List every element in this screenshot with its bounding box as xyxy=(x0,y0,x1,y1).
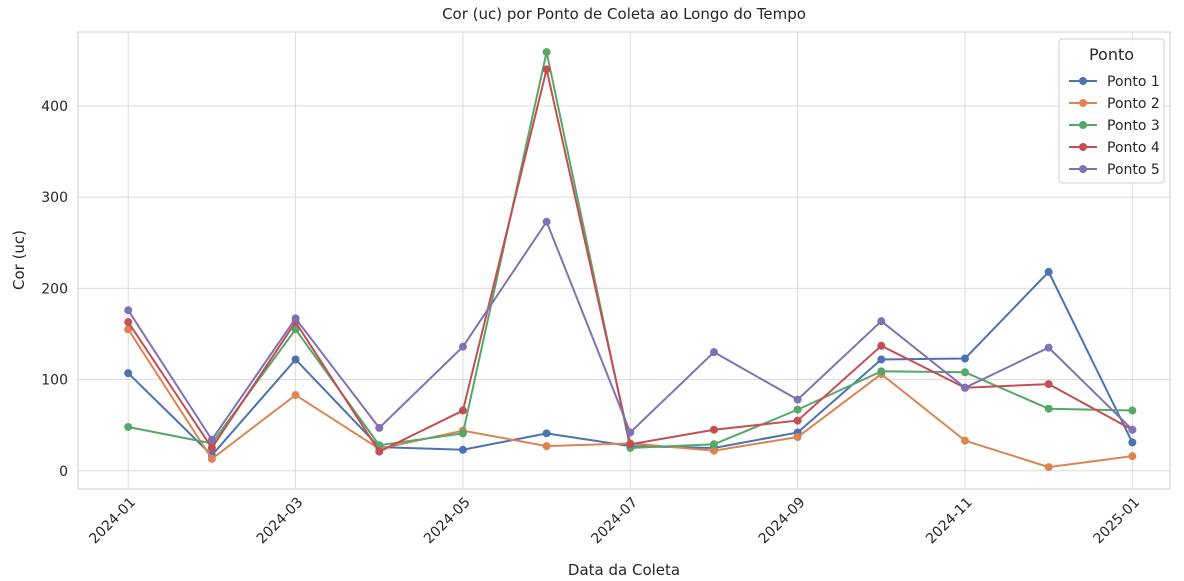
point xyxy=(124,318,133,327)
y-tick-label: 300 xyxy=(41,190,68,206)
point xyxy=(124,369,133,378)
point xyxy=(124,422,133,431)
legend-marker xyxy=(1079,143,1087,151)
point xyxy=(1128,425,1137,434)
legend-marker xyxy=(1079,99,1087,107)
point xyxy=(793,433,802,442)
y-tick-label: 200 xyxy=(41,281,68,297)
point xyxy=(960,354,969,363)
point xyxy=(458,429,467,438)
point xyxy=(1044,267,1053,276)
legend: Ponto Ponto 1 Ponto 2 Ponto 3 Ponto 4 Ponto 5 xyxy=(1058,38,1165,184)
point xyxy=(877,355,886,364)
point xyxy=(1044,380,1053,389)
point xyxy=(542,442,551,451)
x-axis-label: Data da Coleta xyxy=(568,561,680,579)
x-tick-label: 2025-01 xyxy=(1090,495,1143,548)
point xyxy=(709,440,718,449)
y-tick-label: 100 xyxy=(41,373,68,389)
x-tick-label: 2024-07 xyxy=(588,495,641,548)
x-tick-label: 2024-09 xyxy=(756,495,809,548)
legend-title: Ponto xyxy=(1089,45,1134,64)
point xyxy=(709,446,718,455)
point xyxy=(1044,463,1053,472)
point xyxy=(458,406,467,415)
y-tick-label: 400 xyxy=(41,99,68,115)
point xyxy=(960,368,969,377)
point xyxy=(375,447,384,456)
point xyxy=(793,416,802,425)
point xyxy=(626,440,635,449)
point xyxy=(1128,406,1137,415)
point xyxy=(291,325,300,334)
legend-label: Ponto 3 xyxy=(1107,118,1160,134)
point xyxy=(877,317,886,326)
point xyxy=(542,429,551,438)
point xyxy=(291,355,300,364)
point xyxy=(1128,452,1137,461)
point xyxy=(626,428,635,437)
x-tick-label: 2024-11 xyxy=(923,495,976,548)
legend-marker xyxy=(1079,77,1087,85)
point xyxy=(793,405,802,414)
point xyxy=(207,454,216,463)
legend-label: Ponto 5 xyxy=(1107,162,1160,178)
point xyxy=(1128,438,1137,447)
legend-marker xyxy=(1079,165,1087,173)
point xyxy=(877,367,886,376)
x-tick-label: 2024-05 xyxy=(421,495,474,548)
point xyxy=(542,65,551,74)
point xyxy=(709,425,718,434)
point xyxy=(542,48,551,57)
point xyxy=(1044,343,1053,352)
legend-label: Ponto 2 xyxy=(1107,96,1160,112)
point xyxy=(793,395,802,404)
point xyxy=(960,436,969,445)
point xyxy=(207,435,216,444)
point xyxy=(960,383,969,392)
legend-label: Ponto 1 xyxy=(1107,74,1160,90)
y-axis-label: Cor (uc) xyxy=(10,230,28,290)
y-tick-label: 0 xyxy=(59,464,68,480)
chart-title: Cor (uc) por Ponto de Coleta ao Longo do… xyxy=(442,5,806,23)
point xyxy=(542,217,551,226)
point xyxy=(124,306,133,315)
point xyxy=(458,445,467,454)
point xyxy=(877,341,886,350)
x-tick-label: 2024-01 xyxy=(86,495,139,548)
legend-label: Ponto 4 xyxy=(1107,140,1160,156)
point xyxy=(124,325,133,334)
point xyxy=(458,342,467,351)
point xyxy=(1044,404,1053,413)
point xyxy=(291,391,300,400)
point xyxy=(207,443,216,452)
legend-marker xyxy=(1079,121,1087,129)
x-tick-label: 2024-03 xyxy=(254,495,307,548)
point xyxy=(709,348,718,357)
point xyxy=(375,423,384,432)
point xyxy=(291,314,300,323)
